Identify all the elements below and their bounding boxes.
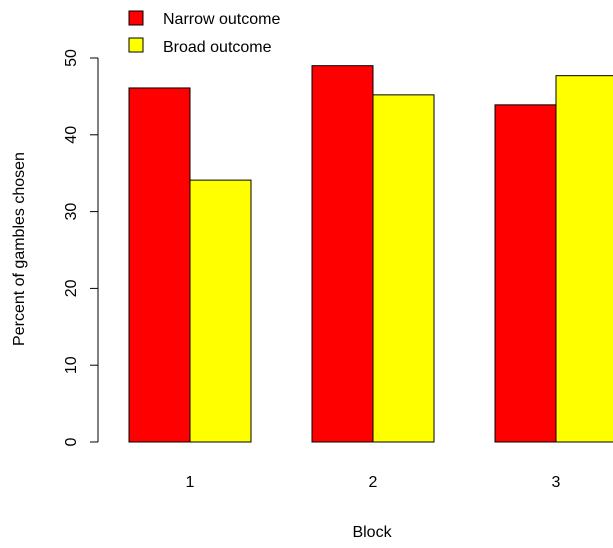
- y-tick-label: 40: [63, 126, 80, 144]
- legend: Narrow outcome Broad outcome: [128, 10, 280, 56]
- y-tick-label: 50: [63, 49, 80, 67]
- bar-narrow-block-2: [311, 65, 374, 443]
- y-axis: 0 10 20 30 40 50: [63, 49, 99, 446]
- bar-narrow-block-1: [128, 87, 191, 443]
- bar-broad-block-3: [555, 75, 613, 443]
- x-tick-labels: 1 2 3: [186, 474, 561, 491]
- bars-group: [128, 65, 613, 443]
- y-axis-label: Percent of gambles chosen: [11, 152, 28, 346]
- legend-label-broad-outcome: Broad outcome: [163, 39, 272, 56]
- bar-broad-block-1: [189, 179, 252, 443]
- legend-swatch-narrow-outcome: [128, 10, 144, 26]
- bar-broad-block-2: [372, 94, 435, 443]
- y-tick-label: 10: [63, 356, 80, 374]
- y-tick-label: 20: [63, 279, 80, 297]
- x-tick-label: 3: [552, 474, 561, 491]
- legend-swatch-broad-outcome: [128, 37, 144, 53]
- legend-label-narrow-outcome: Narrow outcome: [163, 11, 280, 28]
- x-tick-label: 1: [186, 474, 195, 491]
- y-tick-label: 0: [63, 437, 80, 446]
- bar-narrow-block-3: [494, 104, 557, 443]
- x-axis-label: Block: [352, 524, 392, 541]
- x-tick-label: 2: [369, 474, 378, 491]
- y-tick-label: 30: [63, 203, 80, 221]
